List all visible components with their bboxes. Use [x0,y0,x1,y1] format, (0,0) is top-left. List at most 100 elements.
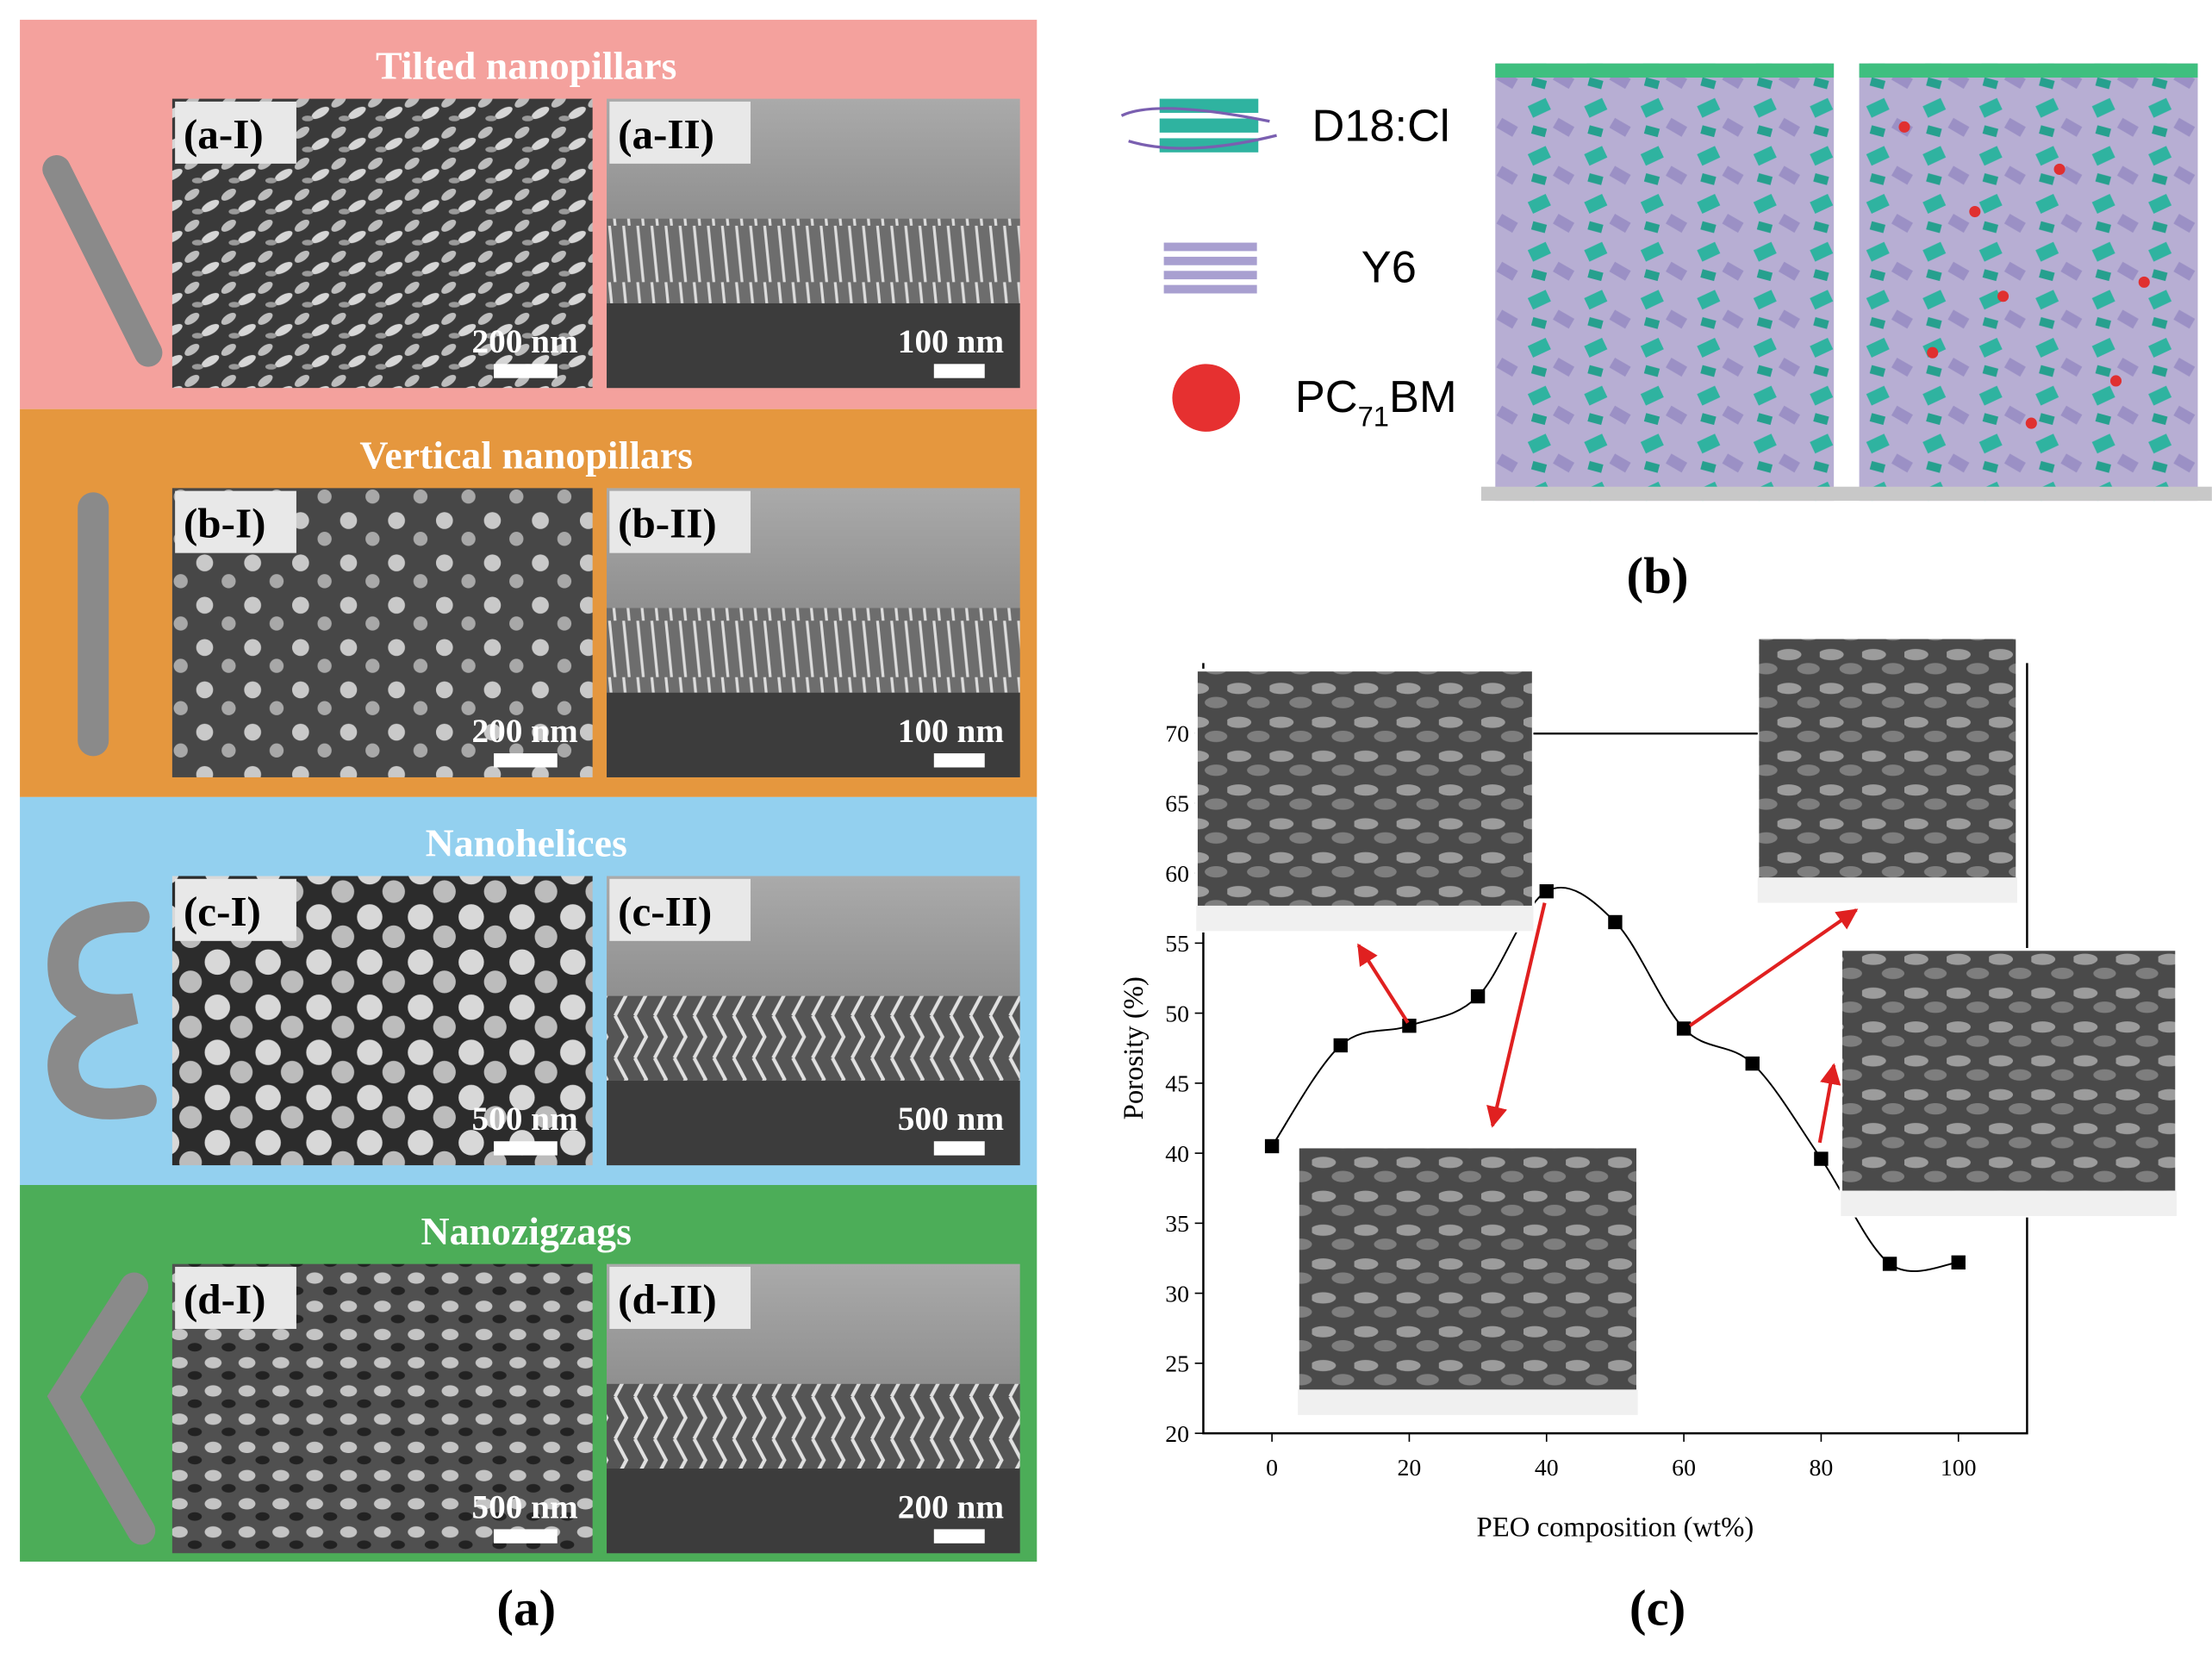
electrode [1859,63,2198,78]
shape-icon [47,1272,156,1545]
shape-icon [47,901,157,1120]
sem-inset [1296,1145,1640,1417]
text-part: PC [1295,372,1358,422]
subscript: 71 [1358,400,1389,432]
substrate [1480,486,1848,502]
scale-bar [494,1529,558,1544]
inset-info-bar [1298,1389,1638,1415]
caption: (a) [496,1580,556,1637]
data-point [1608,914,1623,930]
film-layer [607,1383,1020,1469]
arrow [1356,943,1410,1024]
sem-inset [1839,948,2178,1218]
y-tick-label: 60 [1165,861,1189,888]
row: Nanozigzags (d-I) (d-II) 500 nm 200 nm [20,1185,1037,1562]
row-title: Nanohelices [426,821,627,865]
y-tick-label: 55 [1165,931,1189,957]
x-tick-label: 100 [1941,1455,1977,1481]
substrate [1847,486,2212,502]
d18-icon [1120,98,1277,153]
caption: (c) [1629,1580,1685,1637]
panel-label: (c-II) [618,888,712,935]
arrow [1689,908,1859,1027]
y-tick-label: 65 [1165,791,1189,818]
scale-text: 100 nm [898,713,1005,750]
electrode [1495,63,1835,78]
panel-label: (a-II) [618,110,714,158]
scale-bar [494,1141,558,1156]
scale-text: 500 nm [471,1101,578,1138]
blend-illustration [1495,63,1835,502]
caption: (b) [1627,547,1689,604]
y-tick-label: 50 [1165,1001,1189,1027]
scale-bar [494,753,558,768]
arrow [1817,1063,1841,1144]
panel-label: (b-I) [184,500,265,547]
panel-label: (d-II) [618,1275,717,1323]
inset-info-bar [1757,877,2017,903]
film-layer [607,995,1020,1081]
x-tick-label: 60 [1672,1455,1696,1481]
panel-c: 20 25 30 35 40 45 50 55 60 65 70 0 20 40 60 80 100 PEO co… [1118,636,2178,1544]
data-point [1882,1257,1897,1271]
y-tick-label: 20 [1165,1421,1189,1448]
label-box [175,1266,296,1329]
data-point [1814,1151,1829,1166]
label-box [175,101,296,164]
row: Tilted nanopillars (a-I) (a-II) 200 nm 100 n… [20,19,1037,409]
data-point [1333,1038,1348,1053]
data-point [1676,1021,1692,1036]
y-axis-label: Porosity (%) [1118,976,1150,1120]
y-tick-label: 30 [1165,1281,1189,1307]
label-box [175,878,296,941]
data-point [1951,1255,1966,1270]
x-tick-label: 20 [1398,1455,1422,1481]
y-tick-label: 25 [1165,1351,1189,1378]
x-tick-label: 40 [1535,1455,1559,1481]
y-tick-label: 45 [1165,1071,1189,1098]
row-title: Nanozigzags [421,1209,632,1253]
y6-icon [1163,242,1257,294]
row: Nanohelices (c-I) (c-II) 500 nm 500 nm [20,796,1037,1185]
film-layer [607,608,1020,693]
legend-label: D18:Cl [1312,102,1449,152]
scale-text: 100 nm [898,323,1005,360]
panel-label: (c-I) [184,888,261,935]
scale-text: 200 nm [471,713,578,750]
sem-inset [1194,668,1536,932]
scale-bar [933,364,985,378]
scale-bar [494,364,558,378]
scale-bar [933,1141,985,1156]
panel-label: (b-II) [618,500,717,547]
x-axis-label: PEO composition (wt%) [1477,1512,1754,1544]
sem-inset [1756,636,2019,905]
scale-bar [933,1529,985,1544]
inset-info-bar [1841,1190,2177,1217]
row: Vertical nanopillars (b-I) (b-II) 200 nm 100… [20,409,1037,797]
panel-label: (d-I) [184,1275,265,1323]
label-box [609,878,751,941]
pc71bm-icon [1172,364,1241,432]
x-tick-label: 80 [1810,1455,1834,1481]
data-point [1539,884,1554,899]
y-tick-label: 40 [1165,1141,1189,1168]
label-box [609,490,751,553]
label-box [609,101,751,164]
text-part: BM [1389,372,1457,422]
data-point [1264,1138,1280,1154]
data-point [1402,1019,1417,1033]
scale-text: 200 nm [898,1488,1005,1525]
y-tick-label: 70 [1165,720,1189,747]
y-tick-label: 35 [1165,1211,1189,1238]
data-point [1745,1056,1760,1071]
scale-text: 200 nm [471,323,578,360]
legend-label: Y6 [1361,242,1417,292]
scale-text: 500 nm [471,1488,578,1525]
legend-label: PC71BM [1295,372,1457,432]
data-point [1470,989,1486,1004]
panel-label: (a-I) [184,110,264,158]
fullerene-dots [1898,121,2150,429]
x-tick-label: 0 [1266,1455,1278,1481]
